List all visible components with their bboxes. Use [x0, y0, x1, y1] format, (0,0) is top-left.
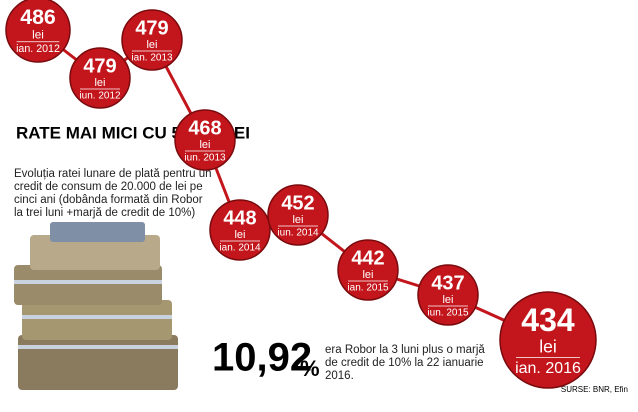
value-label: 437: [431, 272, 464, 294]
x-tick-label: iun. 2012: [79, 91, 121, 102]
point: [499, 291, 597, 389]
unit-label: lei: [146, 39, 157, 51]
point: [69, 47, 131, 109]
point: [417, 264, 479, 326]
value-label: 486: [20, 5, 56, 29]
x-tick-label: ian. 2015: [347, 283, 389, 294]
x-tick-label: ian. 2013: [131, 53, 173, 64]
value-label: 468: [188, 117, 221, 139]
unit-label: lei: [32, 28, 44, 41]
value-label: 479: [83, 55, 116, 77]
unit-label: lei: [442, 294, 453, 306]
value-label: 448: [223, 207, 256, 229]
unit-label: lei: [292, 214, 303, 226]
point: [267, 184, 329, 246]
unit-label: lei: [539, 337, 557, 357]
point: [5, 0, 71, 63]
x-tick-label: ian. 2016: [515, 360, 581, 377]
x-tick-label: ian. 2014: [219, 243, 261, 254]
value-label: 479: [135, 17, 168, 39]
point: [337, 239, 399, 301]
point: [174, 109, 236, 171]
x-tick-label: iun. 2014: [277, 228, 319, 239]
x-tick-label: iun. 2015: [427, 308, 469, 319]
highlight-unit: %: [300, 356, 320, 381]
unit-label: lei: [199, 139, 210, 151]
value-label: 452: [281, 192, 314, 214]
x-tick-label: iun. 2013: [184, 153, 226, 164]
unit-label: lei: [234, 229, 245, 241]
unit-label: lei: [94, 77, 105, 89]
money-illustration: [14, 222, 178, 390]
unit-label: lei: [362, 269, 373, 281]
highlight-text: era Robor la 3 luni plus o marjă de cred…: [325, 344, 485, 382]
point: [209, 199, 271, 261]
highlight-value: 10,92: [212, 336, 312, 380]
x-tick-label: ian. 2012: [16, 43, 60, 55]
value-label: 434: [521, 302, 575, 338]
value-label: 442: [351, 247, 384, 269]
point: [121, 9, 183, 71]
source: SURSE: BNR, Efin: [561, 385, 628, 394]
subtitle: Evoluția ratei lunare de plată pentru un…: [14, 168, 212, 219]
